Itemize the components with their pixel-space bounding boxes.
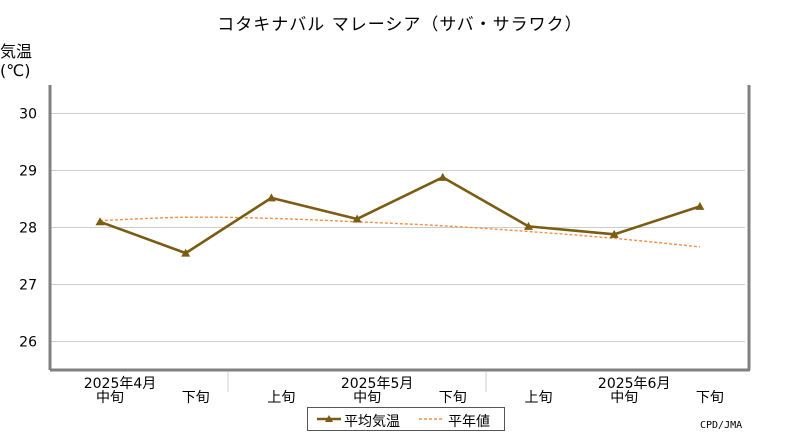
mean-point <box>352 214 362 223</box>
y-tick-label: 26 <box>19 335 37 351</box>
mean-point <box>95 217 105 226</box>
y-tick-label: 28 <box>19 221 37 237</box>
normal-series <box>99 216 700 248</box>
legend-mean-label: 平均気温 <box>344 414 400 430</box>
legend-normal-swatch <box>419 418 443 420</box>
x-tick-label: 上旬 <box>525 390 553 406</box>
mean-point <box>266 193 276 202</box>
mean-point <box>524 221 533 230</box>
month-label: 2025年6月 <box>598 376 671 392</box>
legend: 平均気温 平年値 <box>307 407 505 431</box>
y-axis-label: 気温 (℃) <box>0 42 32 80</box>
mean-point <box>438 172 448 181</box>
legend-normal-label: 平年値 <box>448 414 490 430</box>
x-tick-label: 下旬 <box>182 390 210 406</box>
y-tick-label: 27 <box>19 278 37 294</box>
y-axis-label-line2: (℃) <box>0 61 31 80</box>
month-label: 2025年5月 <box>341 376 414 392</box>
mean-point <box>609 229 619 238</box>
month-label: 2025年4月 <box>84 376 157 392</box>
x-tick-label: 下旬 <box>696 390 724 406</box>
plot-frame <box>48 85 751 392</box>
x-tick-label: 下旬 <box>439 390 467 406</box>
x-tick-label: 中旬 <box>610 390 638 406</box>
mean-line <box>99 176 701 255</box>
y-tick-label: 30 <box>19 107 37 123</box>
normal-line <box>99 216 700 248</box>
x-tick-label: 中旬 <box>353 390 381 406</box>
y-tick-label: 29 <box>19 164 37 180</box>
y-tick-labels: 26 27 28 29 30 <box>19 107 37 351</box>
mean-series <box>95 172 705 257</box>
chart-title: コタキナバル マレーシア（サバ・サラワク） <box>217 15 583 35</box>
mean-point <box>695 201 705 210</box>
y-axis-label-line1: 気温 <box>0 42 33 61</box>
credit: CPD/JMA <box>700 420 743 431</box>
legend-mean-swatch <box>317 415 341 422</box>
mean-point <box>181 248 191 257</box>
x-tick-label: 上旬 <box>267 390 295 406</box>
x-tick-labels: 中旬 下旬 上旬 中旬 下旬 上旬 中旬 下旬 2025年4月 2025年5月 2025年6月 <box>84 376 724 406</box>
x-tick-label: 中旬 <box>96 390 124 406</box>
grid-lines <box>50 113 745 342</box>
